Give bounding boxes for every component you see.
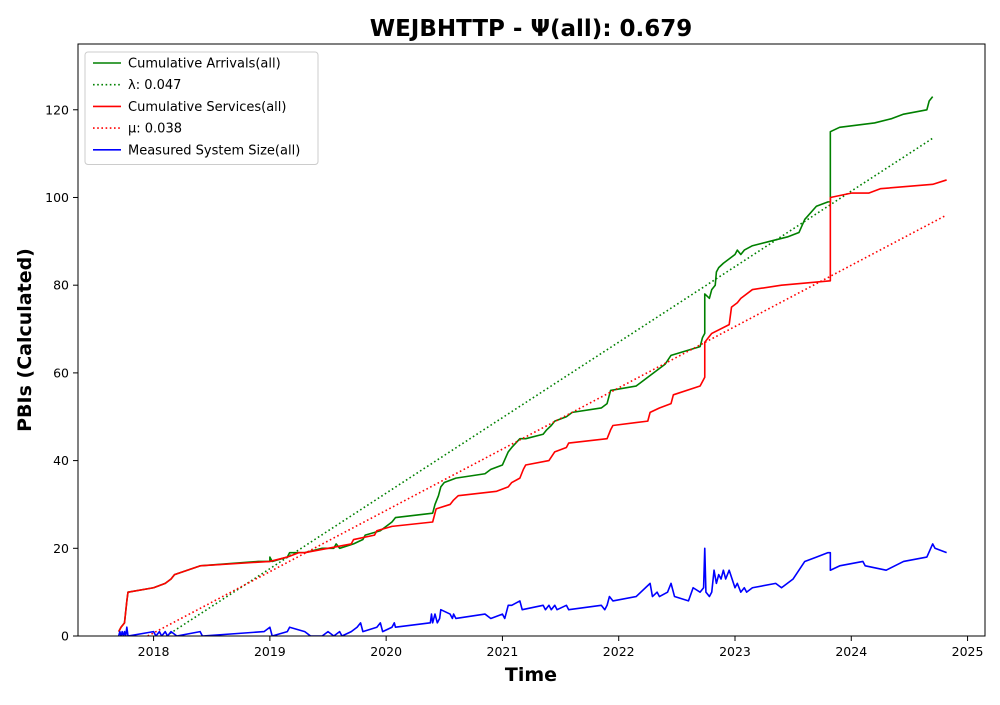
y-tick-label: 0 [61,629,69,644]
y-tick-label: 80 [53,278,69,293]
legend-box [84,51,319,165]
legend-label: Measured System Size(all) [128,143,300,158]
legend: Cumulative Arrivals(all) λ: 0.047 Cumulati… [84,51,319,165]
x-tick-label: 2018 [138,644,170,659]
x-tick-label: 2025 [952,644,984,659]
x-tick-label: 2019 [254,644,286,659]
legend-label: μ: 0.038 [128,122,182,137]
x-tick-label: 2022 [603,644,635,659]
y-tick-label: 120 [45,102,69,117]
y-axis: 0 20 40 60 80 100 120 [45,102,78,644]
x-tick-label: 2020 [370,644,402,659]
axes-frame [77,43,986,637]
series-0-cumulative-arrivals-all-line [117,96,934,632]
legend-label: λ: 0.047 [128,78,181,93]
x-tick-label: 2024 [835,644,867,659]
y-tick-label: 40 [53,453,69,468]
x-axis: 2018 2019 2020 2021 2022 2023 2024 2025 [138,636,984,659]
series-4-measured-system-size-all-line [117,543,947,636]
x-tick-label: 2021 [487,644,519,659]
y-axis-label: PBIs (Calculated) [14,248,36,432]
chart-title: WEJBHTTP - Ψ(all): 0.679 [370,16,693,42]
y-tick-label: 100 [45,190,69,205]
series-3-0-038-line [147,214,948,636]
series-2-cumulative-services-all-line [117,179,947,632]
y-tick-label: 20 [53,541,69,556]
x-axis-label: Time [505,664,557,686]
x-tick-label: 2023 [719,644,751,659]
y-tick-label: 60 [53,365,69,380]
legend-label: Cumulative Arrivals(all) [128,57,281,72]
legend-label: Cumulative Services(all) [128,100,286,115]
series-1-0-047-line [164,137,934,636]
plot-area [117,96,948,636]
